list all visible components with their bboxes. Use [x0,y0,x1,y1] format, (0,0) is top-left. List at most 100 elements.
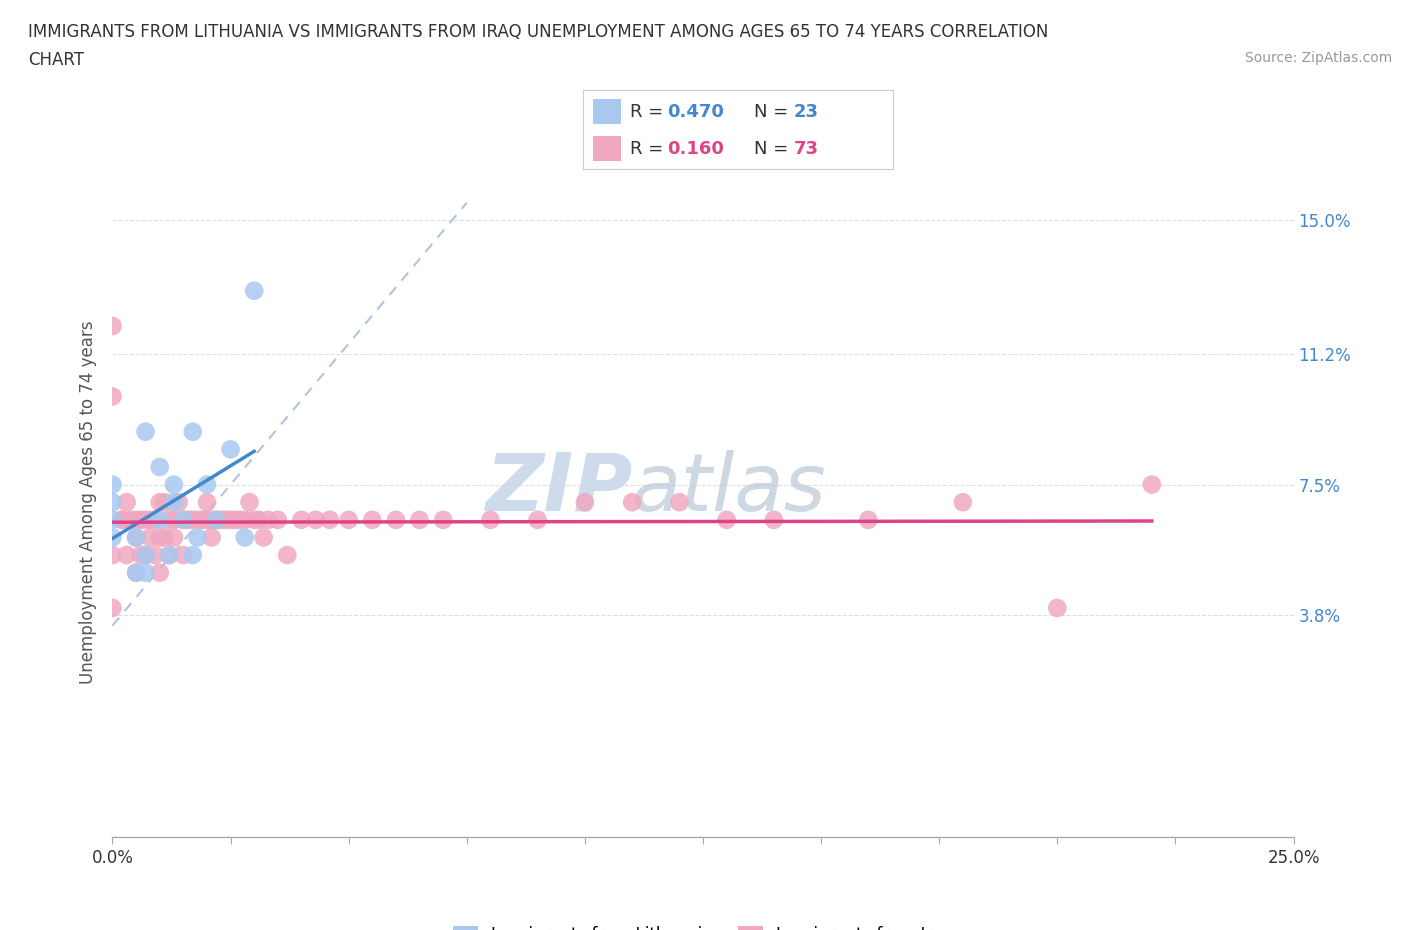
Text: N =: N = [754,140,793,158]
Point [129,548,152,563]
Point [111,512,134,527]
Point [243,284,266,299]
Text: IMMIGRANTS FROM LITHUANIA VS IMMIGRANTS FROM IRAQ UNEMPLOYMENT AMONG AGES 65 TO : IMMIGRANTS FROM LITHUANIA VS IMMIGRANTS … [28,23,1049,41]
Text: Source: ZipAtlas.com: Source: ZipAtlas.com [1244,51,1392,65]
Point [186,512,208,527]
Point [181,424,204,439]
Point [762,512,785,527]
Point [408,512,430,527]
Point [135,565,157,580]
Point [101,477,124,492]
Point [163,512,186,527]
Point [101,319,124,334]
Text: CHART: CHART [28,51,84,69]
Point [115,495,138,510]
Point [1140,477,1163,492]
Point [181,548,204,563]
Point [163,530,186,545]
Point [233,530,256,545]
Point [304,512,326,527]
Point [125,512,148,527]
Point [125,530,148,545]
Text: N =: N = [754,102,793,121]
Y-axis label: Unemployment Among Ages 65 to 74 years: Unemployment Among Ages 65 to 74 years [79,321,97,684]
Point [143,512,166,527]
Point [101,530,124,545]
Point [101,495,124,510]
Point [135,512,157,527]
Text: 23: 23 [794,102,818,121]
Point [479,512,502,527]
Point [243,512,266,527]
Point [101,512,124,527]
Point [574,495,596,510]
Point [952,495,974,510]
Point [181,512,204,527]
Point [101,601,124,616]
Point [120,512,142,527]
Point [716,512,738,527]
Text: 73: 73 [794,140,818,158]
Point [253,530,276,545]
Text: atlas: atlas [633,450,827,528]
Point [111,512,134,527]
Point [125,565,148,580]
Point [526,512,548,527]
Point [337,512,360,527]
Point [195,512,218,527]
Text: R =: R = [630,102,669,121]
Point [163,477,186,492]
FancyBboxPatch shape [593,136,620,162]
Point [1046,601,1069,616]
Point [191,512,214,527]
Point [319,512,342,527]
Text: 0.160: 0.160 [666,140,724,158]
Point [177,512,200,527]
Point [149,565,172,580]
Point [201,512,224,527]
Point [432,512,454,527]
Point [149,512,172,527]
Point [172,512,194,527]
Point [267,512,290,527]
Point [149,495,172,510]
Point [195,495,218,510]
Point [205,512,228,527]
Point [247,512,270,527]
Point [157,512,180,527]
Point [224,512,246,527]
Point [139,530,162,545]
Point [238,495,260,510]
Point [101,389,124,404]
Point [229,512,252,527]
Point [668,495,690,510]
Point [163,495,186,510]
Point [201,530,224,545]
Point [125,565,148,580]
Point [139,512,162,527]
Point [157,548,180,563]
Text: ZIP: ZIP [485,450,633,528]
Point [153,530,176,545]
Text: 0.470: 0.470 [666,102,724,121]
Point [215,512,238,527]
Point [153,495,176,510]
Point [621,495,644,510]
Point [290,512,312,527]
Point [219,442,242,457]
Legend: Immigrants from Lithuania, Immigrants from Iraq: Immigrants from Lithuania, Immigrants fr… [447,919,959,930]
Point [219,512,242,527]
Point [276,548,298,563]
Point [172,512,194,527]
Point [143,548,166,563]
Point [115,548,138,563]
Point [257,512,280,527]
Point [135,548,157,563]
Point [205,512,228,527]
Point [157,548,180,563]
Point [361,512,384,527]
Point [186,530,208,545]
Point [858,512,880,527]
Point [135,548,157,563]
Point [385,512,408,527]
